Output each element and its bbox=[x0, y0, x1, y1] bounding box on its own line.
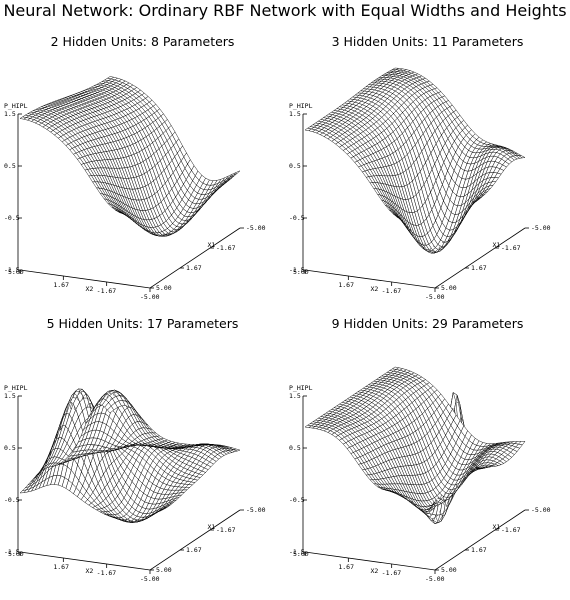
mesh-cell bbox=[233, 170, 241, 176]
z-tick-label: -0.5 bbox=[4, 214, 20, 222]
x1-tick-label: -1.67 bbox=[216, 244, 236, 252]
z-axis-label: P_HIPL bbox=[4, 384, 28, 392]
x2-tick-label: -5.00 bbox=[425, 293, 445, 301]
surface-mesh bbox=[19, 76, 241, 237]
surface-mesh bbox=[304, 67, 526, 254]
x2-tick-label: 1.67 bbox=[338, 563, 354, 571]
x1-tick-label: 5.00 bbox=[441, 566, 457, 574]
x2-axis-label: X2 bbox=[86, 567, 94, 575]
x1-tick-label: -1.67 bbox=[501, 526, 521, 534]
z-tick-label: 0.5 bbox=[4, 444, 16, 452]
z-tick-label: -1.5 bbox=[4, 548, 20, 556]
x2-tick-label: 5.00 bbox=[293, 268, 309, 276]
x2-tick-label: 5.00 bbox=[293, 550, 309, 558]
z-tick-label: -0.5 bbox=[4, 496, 20, 504]
z-tick-label: 0.5 bbox=[4, 162, 16, 170]
surface-plot-svg: P_HIPL1.50.5-0.5-1.51.67-1.67-5.005.00X2… bbox=[289, 67, 551, 301]
z-tick-label: -1.5 bbox=[4, 266, 20, 274]
z-axis-label: P_HIPL bbox=[4, 102, 28, 110]
x2-tick-label: -5.00 bbox=[140, 575, 160, 583]
surface-plot-9-hidden-units: 9 Hidden Units: 29 Parameters P_HIPL 1.5 0… bbox=[285, 316, 570, 586]
x2-axis-label: X2 bbox=[371, 567, 379, 575]
x1-tick-label: 1.67 bbox=[186, 264, 202, 272]
surface-mesh bbox=[19, 388, 241, 523]
surface-plot-5-hidden-units: 5 Hidden Units: 17 Parameters P_HIPL 1.5 0… bbox=[0, 316, 285, 586]
z-axis-label: P_HIPL bbox=[289, 102, 313, 110]
x2-tick-label: 5.00 bbox=[8, 268, 24, 276]
x1-tick-label: 1.67 bbox=[471, 546, 487, 554]
z-tick-label: 0.5 bbox=[289, 162, 301, 170]
surface-plot-3-hidden-units: 3 Hidden Units: 11 Parameters P_HIPL 1.5 0… bbox=[285, 34, 570, 304]
x1-tick-label: 1.67 bbox=[186, 546, 202, 554]
z-tick-label: -1.5 bbox=[289, 266, 305, 274]
z-tick-label: 0.5 bbox=[289, 444, 301, 452]
plot-title: 9 Hidden Units: 29 Parameters bbox=[331, 316, 524, 331]
x1-tick-label: 5.00 bbox=[156, 284, 172, 292]
x1-tick-label: -1.67 bbox=[501, 244, 521, 252]
x2-tick-label: -1.67 bbox=[97, 569, 117, 577]
x2-tick-label: -1.67 bbox=[382, 287, 402, 295]
surface-plot-svg: P_HIPL1.50.5-0.5-1.51.67-1.67-5.005.00X2… bbox=[289, 366, 551, 583]
x1-tick-label: 1.67 bbox=[471, 264, 487, 272]
base-axes bbox=[19, 227, 241, 289]
x1-axis-label: X1 bbox=[208, 523, 216, 531]
z-tick-label: -0.5 bbox=[289, 214, 305, 222]
x2-axis-label: X2 bbox=[86, 285, 94, 293]
x1-tick-label: -5.00 bbox=[531, 506, 551, 514]
surface-plot-2-hidden-units: 2 Hidden Units: 8 Parameters P_HIPL 1.5 0.… bbox=[0, 34, 285, 304]
z-tick-label: -1.5 bbox=[289, 548, 305, 556]
x1-tick-label: 5.00 bbox=[156, 566, 172, 574]
z-tick-label: 1.5 bbox=[289, 392, 301, 400]
z-axis-label: P_HIPL bbox=[289, 384, 313, 392]
x1-axis-label: X1 bbox=[493, 241, 501, 249]
plot-title: 2 Hidden Units: 8 Parameters bbox=[50, 34, 235, 49]
x2-tick-label: -1.67 bbox=[382, 569, 402, 577]
x2-tick-label: -5.00 bbox=[425, 575, 445, 583]
x2-tick-label: -5.00 bbox=[140, 293, 160, 301]
base-axes bbox=[304, 509, 526, 571]
surface-mesh bbox=[304, 366, 526, 524]
x1-tick-label: -1.67 bbox=[216, 526, 236, 534]
surface-plot-svg: P_HIPL1.50.5-0.5-1.51.67-1.67-5.005.00X2… bbox=[4, 384, 266, 583]
x2-tick-label: 1.67 bbox=[53, 563, 69, 571]
x2-axis-label: X2 bbox=[371, 285, 379, 293]
z-tick-label: 1.5 bbox=[4, 110, 16, 118]
x2-tick-label: 1.67 bbox=[338, 281, 354, 289]
plot-title: 5 Hidden Units: 17 Parameters bbox=[46, 316, 239, 331]
plot-title: 3 Hidden Units: 11 Parameters bbox=[331, 34, 524, 49]
surface-plot-svg: P_HIPL1.50.5-0.5-1.51.67-1.67-5.005.00X2… bbox=[4, 76, 266, 301]
x1-axis-label: X1 bbox=[208, 241, 216, 249]
z-tick-label: 1.5 bbox=[4, 392, 16, 400]
x1-axis-label: X1 bbox=[493, 523, 501, 531]
x1-tick-label: 5.00 bbox=[441, 284, 457, 292]
mesh-cell bbox=[232, 448, 241, 452]
x1-tick-label: -5.00 bbox=[246, 506, 266, 514]
x2-tick-label: 1.67 bbox=[53, 281, 69, 289]
x1-tick-label: -5.00 bbox=[246, 224, 266, 232]
x2-tick-label: 5.00 bbox=[8, 550, 24, 558]
page-title: Neural Network: Ordinary RBF Network wit… bbox=[3, 1, 567, 20]
x1-tick-label: -5.00 bbox=[531, 224, 551, 232]
mesh-cell bbox=[517, 155, 526, 159]
x2-tick-label: -1.67 bbox=[97, 287, 117, 295]
z-tick-label: 1.5 bbox=[289, 110, 301, 118]
mesh-cell bbox=[518, 441, 526, 446]
z-tick-label: -0.5 bbox=[289, 496, 305, 504]
